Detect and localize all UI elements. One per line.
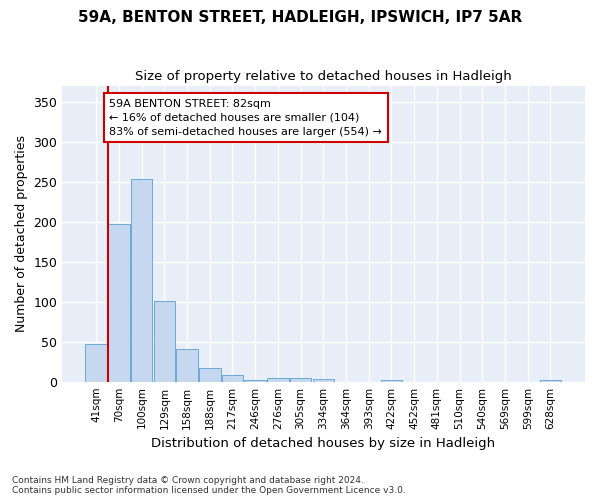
X-axis label: Distribution of detached houses by size in Hadleigh: Distribution of detached houses by size … [151,437,496,450]
Text: 59A BENTON STREET: 82sqm
← 16% of detached houses are smaller (104)
83% of semi-: 59A BENTON STREET: 82sqm ← 16% of detach… [109,98,382,136]
Text: Contains HM Land Registry data © Crown copyright and database right 2024.
Contai: Contains HM Land Registry data © Crown c… [12,476,406,495]
Bar [154,300,175,382]
Bar [267,378,289,382]
Bar [244,380,266,382]
Y-axis label: Number of detached properties: Number of detached properties [15,136,28,332]
Bar [85,344,107,383]
Bar [176,348,198,382]
Bar [199,368,221,382]
Bar [539,380,561,382]
Bar [221,375,243,382]
Bar [380,380,402,382]
Text: 59A, BENTON STREET, HADLEIGH, IPSWICH, IP7 5AR: 59A, BENTON STREET, HADLEIGH, IPSWICH, I… [78,10,522,25]
Bar [290,378,311,382]
Bar [108,224,130,382]
Bar [131,180,152,382]
Bar [313,379,334,382]
Title: Size of property relative to detached houses in Hadleigh: Size of property relative to detached ho… [135,70,512,83]
